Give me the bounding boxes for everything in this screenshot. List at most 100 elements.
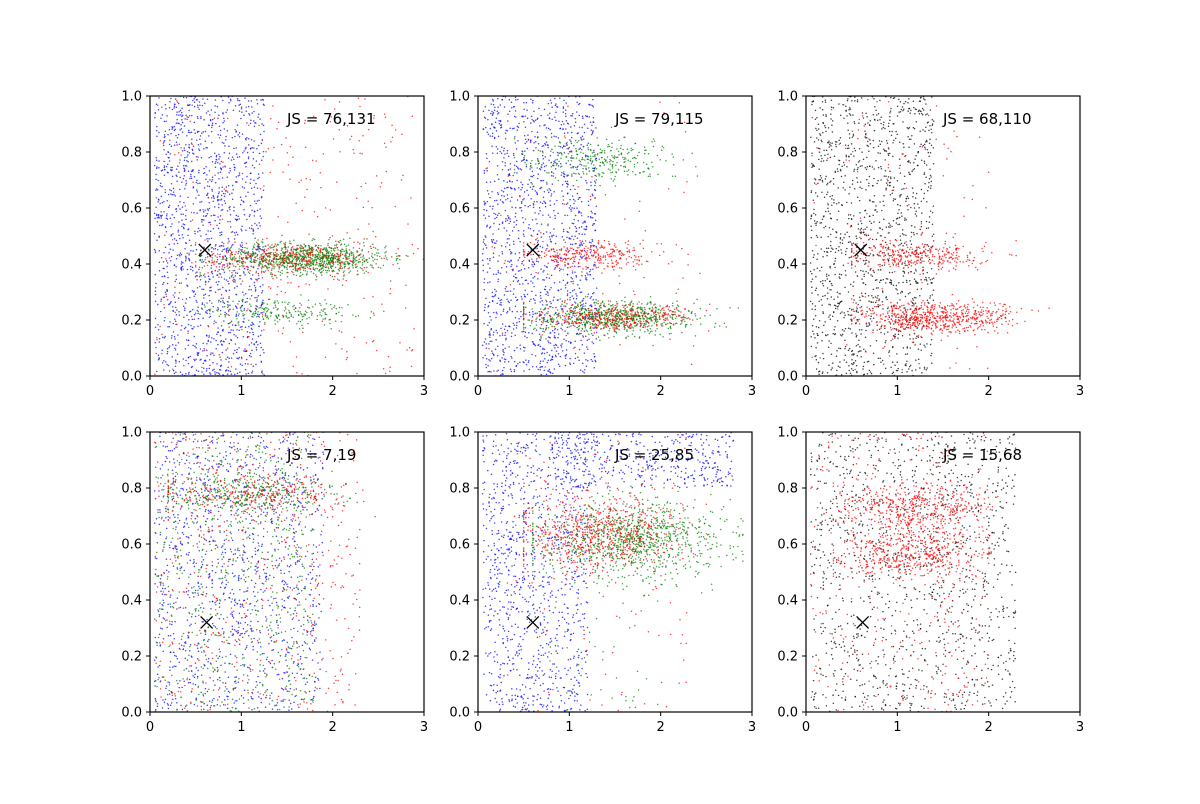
point <box>298 314 300 316</box>
point <box>672 303 674 305</box>
point <box>283 327 285 329</box>
point <box>523 233 525 235</box>
point <box>188 144 190 146</box>
point <box>303 254 305 256</box>
point <box>510 168 512 170</box>
point <box>580 212 582 214</box>
point <box>562 203 564 205</box>
point <box>556 200 558 202</box>
point <box>500 328 502 330</box>
point <box>484 341 486 343</box>
point <box>316 258 318 260</box>
point <box>308 260 310 262</box>
point <box>192 270 194 272</box>
point <box>206 343 208 345</box>
point <box>207 185 209 187</box>
point <box>298 257 300 259</box>
point <box>275 252 277 254</box>
point <box>518 123 520 125</box>
point <box>241 199 243 201</box>
point <box>182 262 184 264</box>
point <box>289 179 291 181</box>
point <box>505 359 507 361</box>
y-tick-label: 0.2 <box>121 314 142 329</box>
point <box>272 278 274 280</box>
point <box>203 261 205 263</box>
point <box>234 374 236 376</box>
point <box>548 342 550 344</box>
point <box>182 299 184 301</box>
point <box>227 242 229 244</box>
point <box>247 308 249 310</box>
point <box>532 316 534 318</box>
point <box>499 300 501 302</box>
point <box>176 211 178 213</box>
point <box>347 268 349 270</box>
point <box>248 158 250 160</box>
point <box>154 117 156 119</box>
point <box>268 252 270 254</box>
point <box>565 115 567 117</box>
point <box>485 117 487 119</box>
point <box>542 360 544 362</box>
point <box>325 256 327 258</box>
point <box>310 311 312 313</box>
point <box>264 248 266 250</box>
point <box>523 121 525 123</box>
point <box>165 258 167 260</box>
point <box>511 357 513 359</box>
point <box>261 266 263 268</box>
point <box>309 266 311 268</box>
point <box>513 288 515 290</box>
point <box>358 262 360 264</box>
point <box>487 271 489 273</box>
point <box>205 257 207 259</box>
point <box>271 247 273 249</box>
point <box>220 298 222 300</box>
point <box>223 245 225 247</box>
point <box>173 194 175 196</box>
point <box>503 354 505 356</box>
point <box>227 347 229 349</box>
point <box>563 258 565 260</box>
point <box>493 312 495 314</box>
point <box>174 296 176 298</box>
point <box>252 248 254 250</box>
point <box>564 215 566 217</box>
point <box>257 188 259 190</box>
point <box>507 120 509 122</box>
point <box>583 303 585 305</box>
point <box>486 170 488 172</box>
series-2 <box>514 123 739 346</box>
point <box>262 246 264 248</box>
point <box>582 344 584 346</box>
point <box>519 283 521 285</box>
point <box>206 302 208 304</box>
point <box>238 324 240 326</box>
point <box>241 108 243 110</box>
point <box>289 312 291 314</box>
point <box>207 194 209 196</box>
point <box>558 289 560 291</box>
point <box>240 326 242 328</box>
point <box>203 119 205 121</box>
point <box>338 257 340 259</box>
point <box>300 313 302 315</box>
point <box>250 311 252 313</box>
point <box>228 250 230 252</box>
point <box>504 328 506 330</box>
point <box>176 258 178 260</box>
point <box>592 299 594 301</box>
point <box>160 182 162 184</box>
x-tick-label: 1 <box>237 384 245 399</box>
point <box>225 338 227 340</box>
point <box>263 311 265 313</box>
point <box>551 102 553 104</box>
point <box>247 269 249 271</box>
point <box>344 255 346 257</box>
point <box>502 323 504 325</box>
point <box>551 275 553 277</box>
point <box>183 227 185 229</box>
point <box>501 99 503 101</box>
point <box>281 250 283 252</box>
